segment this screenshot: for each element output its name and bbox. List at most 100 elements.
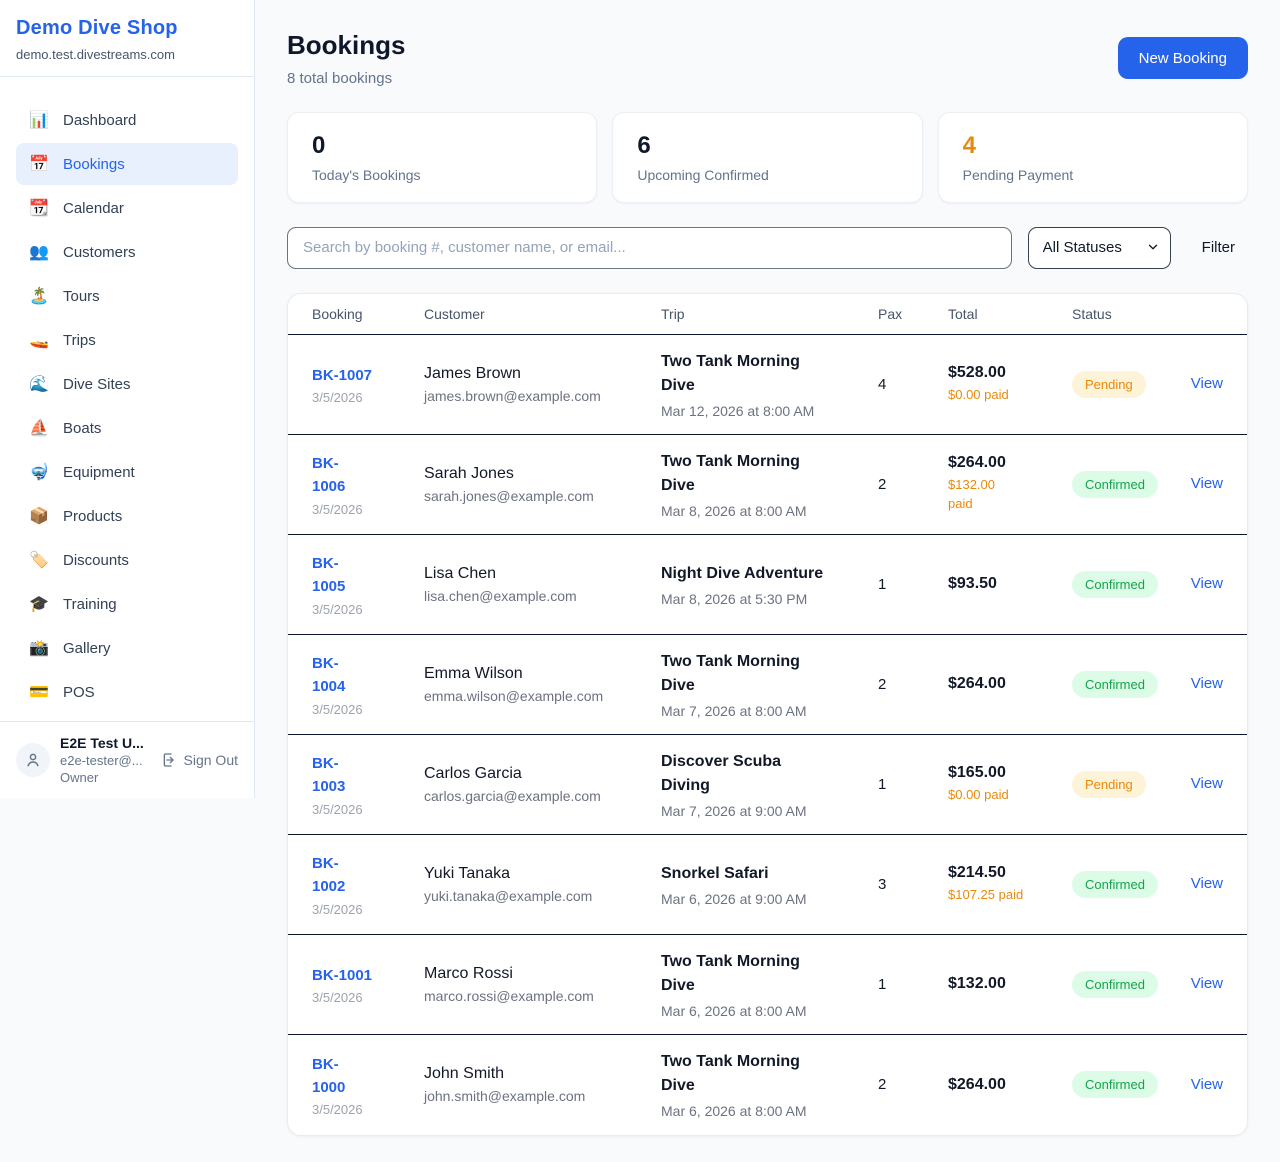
pax-cell: 2 xyxy=(878,1076,887,1094)
sidebar-item-discounts[interactable]: 🏷️ Discounts xyxy=(16,539,238,581)
customer-email: john.smith@example.com xyxy=(424,1088,586,1105)
total-amount: $214.50 xyxy=(948,863,1006,881)
table-row: BK- 1006 3/5/2026 Sarah Jones sarah.jone… xyxy=(288,435,1247,535)
sign-out-button[interactable]: Sign Out xyxy=(161,752,238,768)
view-link[interactable]: View xyxy=(1190,675,1223,693)
table-row: BK- 1003 3/5/2026 Carlos Garcia carlos.g… xyxy=(288,735,1247,835)
booking-id-link[interactable]: BK- 1003 xyxy=(312,755,346,796)
trip-name: Night Dive Adventure xyxy=(661,564,824,582)
user-role: Owner xyxy=(60,770,99,785)
sidebar-item-label: Dashboard xyxy=(63,111,137,129)
sidebar-item-label: Discounts xyxy=(63,551,129,569)
customer-email: emma.wilson@example.com xyxy=(424,687,604,704)
booking-id-link[interactable]: BK-1007 xyxy=(312,366,373,384)
status-cell: Confirmed xyxy=(1072,970,1180,998)
search-input[interactable] xyxy=(287,226,1012,269)
user-info: E2E Test U... e2e-tester@... Owner xyxy=(60,735,151,785)
sidebar-item-label: Boats xyxy=(63,419,102,437)
actions-cell: View xyxy=(1180,375,1223,393)
sidebar-item-pos[interactable]: 💳 POS xyxy=(16,671,238,713)
sidebar-item-bookings[interactable]: 📅 Bookings xyxy=(16,143,238,185)
view-link[interactable]: View xyxy=(1190,975,1223,993)
status-cell: Pending xyxy=(1072,370,1180,398)
col-header-customer: Customer xyxy=(424,305,485,322)
booking-id-link[interactable]: BK- 1002 xyxy=(312,855,346,896)
total-amount: $165.00 xyxy=(948,763,1006,781)
sidebar-item-gallery[interactable]: 📸 Gallery xyxy=(16,627,238,669)
actions-cell: View xyxy=(1180,875,1223,893)
customer-email: marco.rossi@example.com xyxy=(424,987,594,1004)
sidebar-nav: 📊 Dashboard 📅 Bookings 📆 Calendar 👥 Cust… xyxy=(0,77,254,713)
sidebar-item-dashboard[interactable]: 📊 Dashboard xyxy=(16,99,238,141)
status-badge: Confirmed xyxy=(1072,1071,1158,1099)
sidebar-item-customers[interactable]: 👥 Customers xyxy=(16,231,238,273)
main-content: Bookings 8 total bookings New Booking 0 … xyxy=(255,0,1280,1136)
booking-id-link[interactable]: BK-1001 xyxy=(312,966,373,984)
booking-date: 3/5/2026 xyxy=(312,801,363,817)
trip-datetime: Mar 12, 2026 at 8:00 AM xyxy=(661,402,815,419)
pax-cell: 4 xyxy=(878,375,887,393)
new-booking-button[interactable]: New Booking xyxy=(1117,37,1248,79)
total-cell: $264.00 $132.00 paid xyxy=(948,454,1072,514)
sidebar-item-equipment[interactable]: 🤿 Equipment xyxy=(16,451,238,493)
customer-name: James Brown xyxy=(424,364,521,382)
sidebar-item-dive-sites[interactable]: 🌊 Dive Sites xyxy=(16,363,238,405)
trip-datetime: Mar 7, 2026 at 9:00 AM xyxy=(661,802,807,819)
sailboat-icon: ⛵ xyxy=(29,420,49,437)
wave-icon: 🌊 xyxy=(29,376,49,393)
customer-name: Marco Rossi xyxy=(424,964,513,982)
booking-id-link[interactable]: BK- 1004 xyxy=(312,655,346,696)
view-link[interactable]: View xyxy=(1190,475,1223,493)
pax-cell: 2 xyxy=(878,475,887,493)
trip-name: Two Tank Morning Dive xyxy=(661,1053,800,1095)
sidebar-item-calendar[interactable]: 📆 Calendar xyxy=(16,187,238,229)
customer-cell: James Brown james.brown@example.com xyxy=(424,365,661,404)
customer-name: Carlos Garcia xyxy=(424,764,522,782)
sidebar-item-boats[interactable]: ⛵ Boats xyxy=(16,407,238,449)
trip-cell: Night Dive Adventure Mar 8, 2026 at 5:30… xyxy=(661,562,878,607)
stat-label: Today's Bookings xyxy=(312,166,421,183)
customer-email: james.brown@example.com xyxy=(424,387,601,404)
booking-id-link[interactable]: BK- 1000 xyxy=(312,1055,346,1096)
booking-id-link[interactable]: BK- 1005 xyxy=(312,555,346,596)
table-row: BK-1007 3/5/2026 James Brown james.brown… xyxy=(288,335,1247,435)
status-select[interactable]: All Statuses xyxy=(1027,226,1171,269)
sidebar-item-trips[interactable]: 🚤 Trips xyxy=(16,319,238,361)
view-link[interactable]: View xyxy=(1190,375,1223,393)
booking-date: 3/5/2026 xyxy=(312,901,363,917)
customer-name: John Smith xyxy=(424,1065,505,1083)
actions-cell: View xyxy=(1180,475,1223,493)
paid-amount: $132.00 paid xyxy=(948,477,995,512)
sidebar-item-products[interactable]: 📦 Products xyxy=(16,495,238,537)
customer-cell: Sarah Jones sarah.jones@example.com xyxy=(424,465,661,504)
package-icon: 📦 xyxy=(29,508,49,525)
table-row: BK- 1005 3/5/2026 Lisa Chen lisa.chen@ex… xyxy=(288,535,1247,635)
filter-row: All Statuses Filter xyxy=(287,226,1248,269)
page-subtitle: 8 total bookings xyxy=(287,70,393,88)
sidebar-item-tours[interactable]: 🏝️ Tours xyxy=(16,275,238,317)
sidebar-item-training[interactable]: 🎓 Training xyxy=(16,583,238,625)
status-badge: Confirmed xyxy=(1072,870,1158,898)
status-cell: Confirmed xyxy=(1072,670,1180,698)
col-header-total: Total xyxy=(948,305,978,322)
trip-name: Snorkel Safari xyxy=(661,864,769,882)
view-link[interactable]: View xyxy=(1190,875,1223,893)
total-cell: $264.00 xyxy=(948,675,1072,693)
trip-cell: Two Tank Morning Dive Mar 7, 2026 at 8:0… xyxy=(661,650,878,719)
trip-datetime: Mar 8, 2026 at 5:30 PM xyxy=(661,590,808,607)
view-link[interactable]: View xyxy=(1190,775,1223,793)
sidebar-item-label: Calendar xyxy=(63,199,124,217)
table-row: BK- 1004 3/5/2026 Emma Wilson emma.wilso… xyxy=(288,635,1247,735)
booking-id-link[interactable]: BK- 1006 xyxy=(312,455,346,496)
trip-name: Two Tank Morning Dive xyxy=(661,352,800,394)
booking-date: 3/5/2026 xyxy=(312,501,363,517)
total-amount: $264.00 xyxy=(948,454,1006,472)
pax-cell: 1 xyxy=(878,975,887,993)
filter-button[interactable]: Filter xyxy=(1189,231,1248,264)
view-link[interactable]: View xyxy=(1190,575,1223,593)
brand-block: Demo Dive Shop demo.test.divestreams.com xyxy=(0,0,254,77)
booking-date: 3/5/2026 xyxy=(312,989,363,1005)
island-icon: 🏝️ xyxy=(29,288,49,305)
view-link[interactable]: View xyxy=(1190,1075,1223,1093)
trip-datetime: Mar 7, 2026 at 8:00 AM xyxy=(661,702,807,719)
